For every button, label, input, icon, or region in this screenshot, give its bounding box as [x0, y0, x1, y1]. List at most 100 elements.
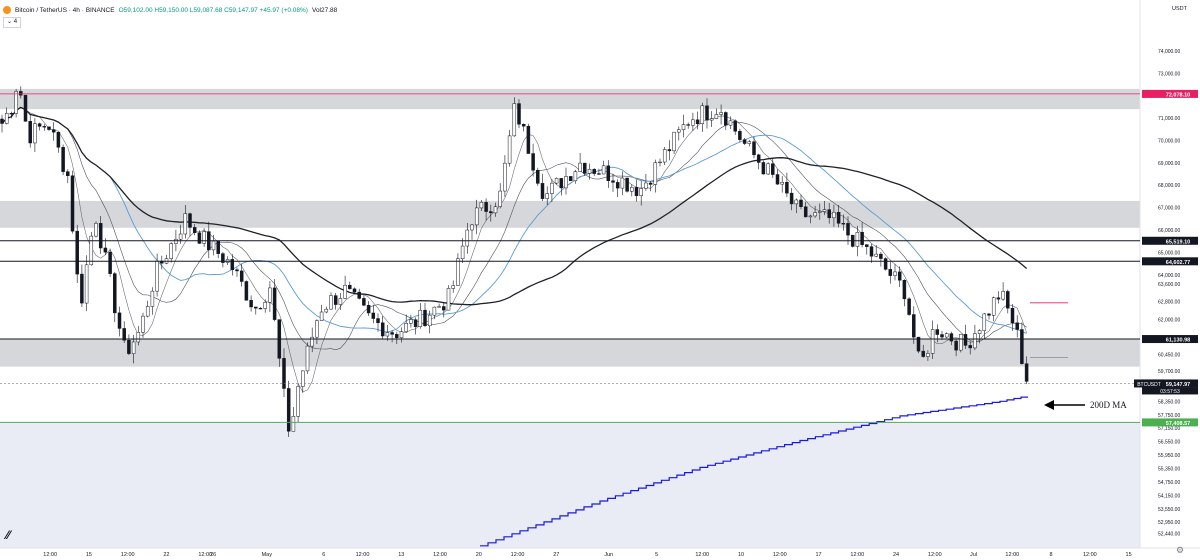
- time-tick-label: Jun: [604, 552, 613, 558]
- candle-body: [888, 269, 893, 276]
- candle-body: [183, 213, 188, 235]
- time-tick-label: 20: [476, 552, 482, 558]
- ma-mid-line: [1, 107, 1027, 351]
- candle-body: [366, 304, 371, 314]
- candle-body: [540, 183, 545, 199]
- level-label: 65,519.10: [1166, 239, 1190, 245]
- price-tick-label: 56,550.00: [1158, 440, 1180, 446]
- time-tick-label: 12:00: [773, 552, 787, 558]
- candle-body: [583, 162, 587, 174]
- candle-body: [136, 332, 141, 343]
- candle-body: [926, 353, 930, 357]
- candle-body: [33, 123, 37, 144]
- candle-body: [512, 103, 517, 137]
- ohlc-readout: O59,102.00 H59,150.00 L59,087.68 C59,147…: [118, 6, 308, 14]
- candle-body: [799, 199, 803, 207]
- candle-body: [592, 169, 596, 174]
- time-tick-label: 12:00: [850, 552, 864, 558]
- price-tick-label: 67,000.00: [1158, 206, 1180, 212]
- candle-body: [479, 202, 484, 209]
- candle-body: [80, 273, 84, 304]
- price-tick-label: 65,000.00: [1158, 250, 1180, 256]
- candle-body: [949, 333, 954, 342]
- candle-body: [883, 258, 888, 270]
- candle-body: [418, 309, 423, 327]
- candle-body: [761, 162, 766, 175]
- candle-body: [639, 188, 643, 197]
- candle-body: [794, 199, 799, 205]
- volume-readout: Vol27.88: [311, 6, 338, 14]
- candle-body: [662, 149, 667, 163]
- candle-body: [1001, 291, 1005, 300]
- chart-header: Bitcoin / TetherUS · 4h · BINANCE O59,10…: [3, 3, 337, 17]
- gear-icon[interactable]: ⚙: [1176, 545, 1185, 555]
- candle-body: [620, 177, 625, 189]
- candle-body: [771, 163, 775, 175]
- time-tick-label: 12:00: [695, 552, 709, 558]
- candle-body: [150, 290, 155, 307]
- candle-body: [489, 211, 493, 214]
- candle-body: [61, 147, 65, 172]
- candle-body: [23, 94, 28, 122]
- candle-body: [432, 306, 437, 316]
- candle-body: [601, 165, 606, 175]
- candle-body: [1006, 291, 1010, 309]
- candle-body: [977, 330, 982, 334]
- candle-body: [0, 118, 4, 124]
- candle-body: [376, 318, 380, 324]
- price-tick-label: 54,150.00: [1158, 493, 1180, 499]
- candle-body: [785, 181, 789, 194]
- indicators-toggle[interactable]: ⌄ 4: [3, 17, 22, 28]
- level-label: 59,147.97: [1166, 382, 1190, 388]
- candle-body: [188, 213, 192, 228]
- candle-body: [775, 174, 780, 185]
- price-tick-label: 73,000.00: [1158, 71, 1180, 77]
- zone-0: [0, 88, 1140, 110]
- candle-body: [644, 182, 648, 189]
- candle-body: [517, 103, 521, 125]
- candle-body: [587, 169, 592, 174]
- candle-body: [855, 232, 860, 247]
- candle-body: [235, 269, 239, 272]
- candle-body: [521, 123, 526, 127]
- candle-body: [615, 182, 620, 189]
- price-tick-label: 70,000.00: [1158, 138, 1180, 144]
- price-tick-label: 55,950.00: [1158, 453, 1180, 459]
- time-tick-label: 8: [1050, 552, 1053, 558]
- time-tick-label: 15: [1126, 552, 1132, 558]
- candle-body: [728, 120, 733, 126]
- price-tick-label: 62,000.00: [1158, 318, 1180, 324]
- candle-body: [127, 339, 131, 354]
- symbol-title[interactable]: Bitcoin / TetherUS · 4h · BINANCE: [15, 6, 115, 14]
- candle-body: [822, 209, 827, 212]
- time-tick-label: 12:00: [198, 552, 212, 558]
- candle-body: [357, 291, 361, 299]
- candle-body: [352, 288, 357, 293]
- price-tick-label: 69,000.00: [1158, 161, 1180, 167]
- symbol-badge-label: BTCUSDT: [1137, 382, 1161, 388]
- ma-200d-line: [480, 396, 1028, 547]
- time-tick-label: 10: [738, 552, 744, 558]
- candle-body: [733, 120, 737, 132]
- candle-body: [348, 284, 352, 290]
- candle-body: [658, 161, 662, 164]
- level-label: 57,408.57: [1166, 421, 1190, 427]
- candle-body: [249, 300, 253, 308]
- ma-slow-line: [1, 106, 1028, 306]
- candle-body: [973, 333, 977, 349]
- candle-body: [897, 271, 902, 281]
- candle-body: [484, 202, 488, 212]
- candle-body: [545, 193, 549, 199]
- candle-body: [1020, 329, 1024, 364]
- candle-body: [301, 370, 305, 387]
- candle-body: [564, 176, 568, 189]
- candle-body: [611, 180, 615, 183]
- candle-body: [1015, 322, 1019, 330]
- zone-2: [0, 339, 1140, 367]
- candle-body: [465, 229, 470, 247]
- currency-label: USDT: [1172, 6, 1187, 12]
- candle-body: [310, 336, 314, 347]
- candle-body: [319, 311, 324, 321]
- time-tick-label: 24: [893, 552, 899, 558]
